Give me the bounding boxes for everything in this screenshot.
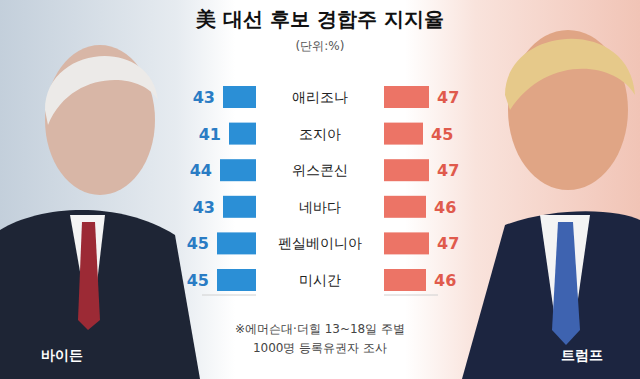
legend-label: 트럼프 [561, 347, 603, 363]
chart-svg: 美 대선 후보 경합주 지지율 (단위:%) 애리조나 43 47 조지아 41 45 위스콘신… [0, 0, 640, 379]
data-label: 45 [187, 271, 209, 290]
background [0, 0, 640, 379]
bar [223, 196, 256, 218]
data-label: 41 [199, 125, 221, 144]
bar [217, 232, 256, 254]
category-label: 미시간 [299, 272, 341, 288]
category-label: 네바다 [299, 199, 341, 215]
data-label: 46 [434, 198, 456, 217]
bar [384, 159, 429, 181]
bars-left [217, 86, 256, 291]
bar [384, 196, 426, 218]
data-label: 47 [437, 161, 459, 180]
axis-line [202, 295, 256, 296]
data-label: 44 [190, 161, 212, 180]
category-label: 위스콘신 [292, 162, 348, 178]
category-label: 조지아 [299, 126, 341, 142]
bar [220, 159, 256, 181]
data-label: 45 [431, 125, 453, 144]
background-left [0, 0, 235, 379]
suit [0, 210, 200, 379]
data-label: 47 [437, 234, 459, 253]
category-label: 펜실베이니아 [278, 235, 362, 251]
category-label: 애리조나 [292, 89, 348, 105]
data-label: 43 [193, 88, 215, 107]
portrait-left [0, 45, 200, 379]
labels: 애리조나 43 47 조지아 41 45 위스콘신 44 47 네바다 43 46 펜실베이니아 45 47… [187, 88, 460, 290]
bar [384, 86, 429, 108]
legend-label: 바이든 [41, 347, 83, 363]
annotation: ※에머슨대·더힐 13~18일 주별 [235, 322, 405, 336]
bar [384, 269, 426, 291]
background-right [405, 0, 640, 379]
data-label: 47 [437, 88, 459, 107]
bar [384, 232, 429, 254]
subtitle: (단위:%) [296, 39, 345, 53]
tie [78, 222, 100, 330]
data-label: 43 [193, 198, 215, 217]
bar [384, 123, 423, 145]
hair [45, 56, 158, 125]
bar [229, 123, 256, 145]
title: 美 대선 후보 경합주 지지율 [195, 7, 444, 31]
data-label: 45 [187, 234, 209, 253]
bar [217, 269, 256, 291]
axis-line [384, 295, 438, 296]
annotation: 1000명 등록유권자 조사 [253, 341, 387, 355]
hair [505, 39, 635, 110]
tie [552, 222, 580, 345]
bars-right [384, 86, 429, 291]
chart-container: 美 대선 후보 경합주 지지율 (단위:%) 애리조나 43 47 조지아 41 45 위스콘신… [0, 0, 640, 379]
suit [462, 211, 640, 379]
data-label: 46 [434, 271, 456, 290]
portrait-right [462, 30, 640, 379]
bar [223, 86, 256, 108]
